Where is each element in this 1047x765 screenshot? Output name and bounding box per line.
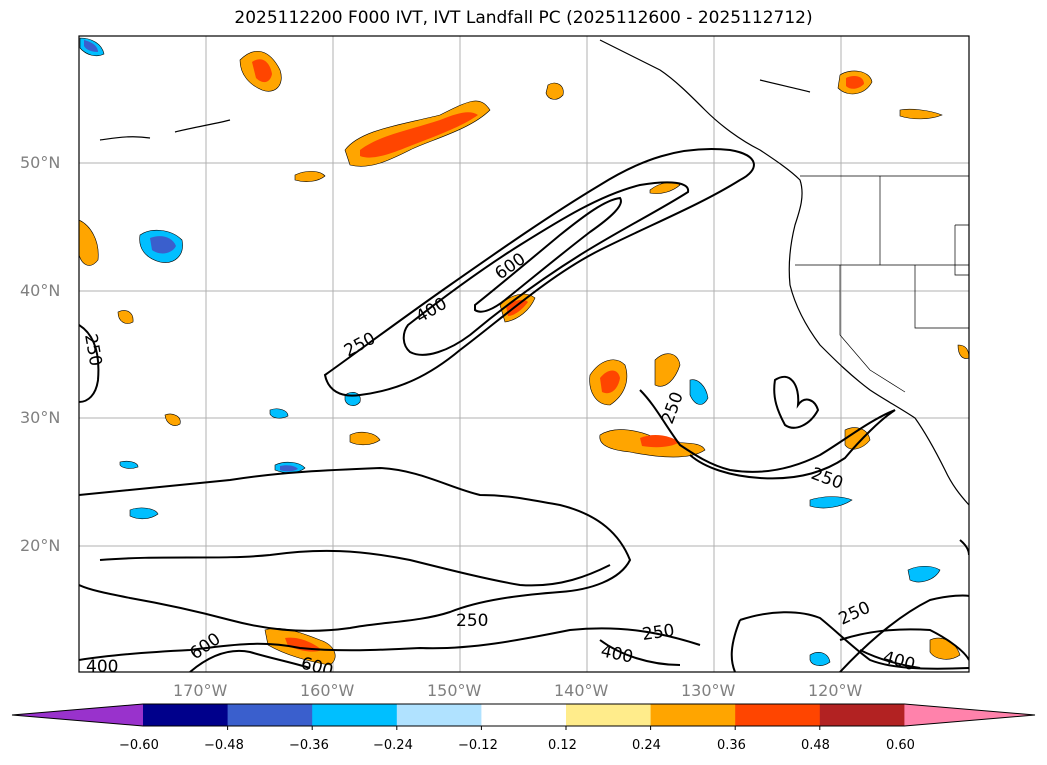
- pc-positive-region: [545, 82, 564, 100]
- colorbar-tick-label: 0.48: [801, 738, 830, 753]
- pc-negative-region: [269, 408, 289, 419]
- colorbar-tick-label: −0.60: [119, 738, 159, 753]
- colorbar-segment: [735, 704, 821, 726]
- pc-positive-core: [506, 299, 528, 316]
- coastline: [99, 39, 969, 506]
- lat-label-20n: 20°N: [20, 536, 61, 555]
- colorbar-tick-label: 0.36: [717, 738, 746, 753]
- pc-positive-region: [654, 353, 681, 387]
- lon-label-130w: 130°W: [681, 681, 736, 700]
- pc-negative-region: [689, 379, 709, 405]
- map-area: 250 400 600 250 250 250 250 400 600 600 …: [79, 36, 969, 677]
- lon-label-140w: 140°W: [554, 681, 609, 700]
- colorbar-outline: [11, 703, 1036, 727]
- colorbar-segment: [143, 704, 229, 726]
- pc-positive-core: [640, 435, 680, 448]
- pc-positive-core: [360, 112, 478, 158]
- ivt-contour-250: [839, 594, 969, 672]
- colorbar-segment: [650, 704, 736, 726]
- pc-positive-core: [600, 370, 620, 394]
- pc-positive-region: [117, 310, 134, 324]
- ivt-contour-250: [99, 549, 611, 587]
- pc-positive-region: [649, 181, 681, 194]
- ivt-contours: [79, 148, 969, 672]
- gridlines: [79, 36, 969, 672]
- ivt-contour-600: [474, 196, 622, 313]
- pc-positive-region: [844, 427, 871, 450]
- map-frame: [78, 35, 970, 673]
- contour-label: 250: [456, 611, 488, 631]
- contour-label: 250: [641, 621, 676, 645]
- contour-label: 400: [86, 657, 118, 677]
- ivt-contour-600: [189, 649, 311, 672]
- pc-positive-region: [899, 108, 943, 120]
- colorbar-tick-label: −0.12: [458, 738, 498, 753]
- pc-filled-regions: [79, 37, 969, 666]
- lat-label-50n: 50°N: [20, 153, 61, 172]
- pc-negative-region: [809, 496, 853, 509]
- colorbar-segment: [481, 704, 567, 726]
- lon-label-170w: 170°W: [173, 681, 228, 700]
- lat-label-40n: 40°N: [20, 281, 61, 300]
- pc-positive-region: [929, 637, 961, 660]
- ivt-contour-250: [79, 466, 632, 632]
- lon-label-150w: 150°W: [427, 681, 482, 700]
- ivt-contour-250: [773, 375, 820, 429]
- pc-negative-core: [84, 40, 98, 52]
- pc-positive-core: [252, 59, 272, 83]
- ivt-contour-250: [730, 611, 969, 672]
- pc-positive-region: [349, 431, 381, 446]
- ivt-contour-250: [323, 148, 755, 397]
- colorbar-tick-label: −0.36: [289, 738, 329, 753]
- pc-negative-region: [907, 565, 941, 583]
- pc-negative-region: [809, 652, 831, 666]
- state-borders: [795, 175, 969, 393]
- colorbar: [11, 703, 1036, 730]
- colorbar-tick-label: 0.24: [632, 738, 661, 753]
- ivt-contour-250: [639, 389, 896, 480]
- colorbar-segment: [819, 704, 905, 726]
- colorbar-extend-low: [12, 704, 143, 726]
- pc-negative-core: [150, 236, 176, 254]
- pc-positive-region: [957, 344, 969, 359]
- colorbar-segment: [566, 704, 652, 726]
- pc-positive-region: [294, 171, 326, 182]
- ivt-contour-400: [402, 181, 690, 356]
- pc-negative-region: [119, 460, 139, 469]
- map-title: 2025112200 F000 IVT, IVT Landfall PC (20…: [234, 8, 813, 28]
- colorbar-tick-label: 0.60: [886, 738, 915, 753]
- pc-positive-region: [164, 413, 181, 426]
- lat-label-30n: 30°N: [20, 408, 61, 427]
- ivt-contour-400: [79, 627, 701, 666]
- ivt-contour-400: [839, 628, 969, 669]
- lon-label-160w: 160°W: [300, 681, 355, 700]
- colorbar-segment: [312, 704, 398, 726]
- ivt-contour-250: [79, 324, 100, 403]
- pc-positive-region: [79, 219, 99, 266]
- colorbar-tick-label: 0.12: [548, 738, 577, 753]
- colorbar-segment: [227, 704, 313, 726]
- colorbar-extend-high: [904, 704, 1035, 726]
- colorbar-tick-label: −0.24: [373, 738, 413, 753]
- colorbar-segment: [396, 704, 482, 726]
- pc-negative-region: [129, 507, 159, 520]
- lon-label-120w: 120°W: [808, 681, 863, 700]
- colorbar-tick-label: −0.48: [204, 738, 244, 753]
- pc-positive-core: [846, 76, 864, 89]
- pc-negative-core: [280, 465, 298, 472]
